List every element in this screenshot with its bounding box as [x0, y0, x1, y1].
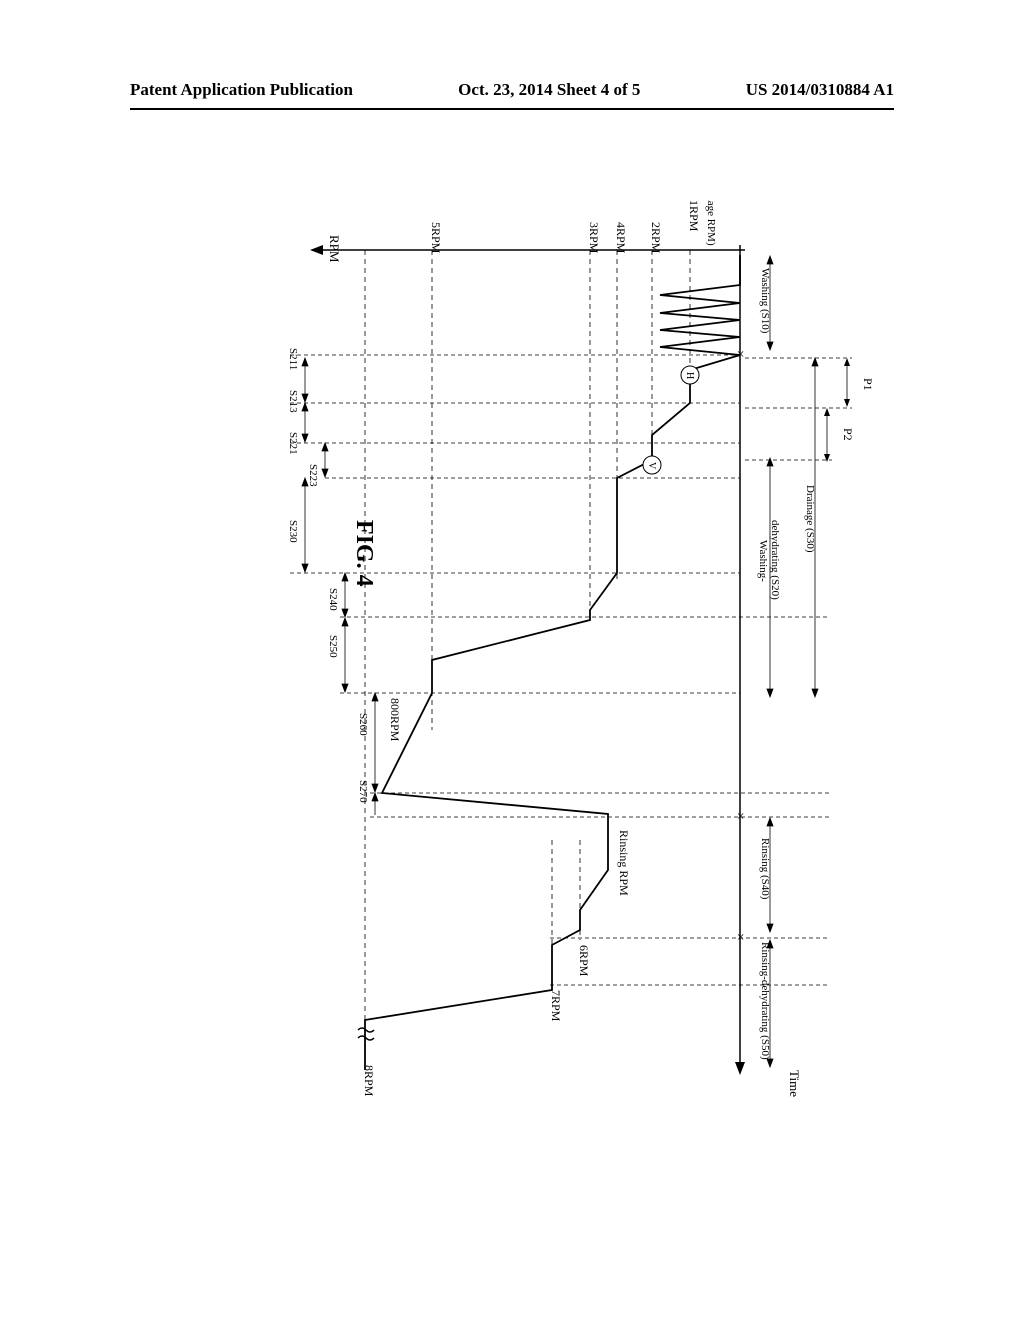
- tick-1rpm: 1RPM: [687, 200, 701, 232]
- phase-washing-dehy: Washing-: [757, 540, 769, 582]
- tick-6rpm: 6RPM: [577, 945, 591, 977]
- x-mark-3: ×: [732, 933, 747, 941]
- chart-svg: RPM Time 5RPM 3RPM 4RPM 2RPM 1RPM (Drain…: [130, 200, 894, 1120]
- x-mark-1: ×: [732, 350, 747, 358]
- label-800rpm: 800RPM: [388, 698, 402, 742]
- p-labels: P1 P2: [745, 358, 875, 462]
- tick-drainage-rpm: (Drainage RPM): [705, 200, 717, 246]
- step-s240: S240: [327, 588, 339, 611]
- phase-drainage: Drainage (S30): [804, 485, 816, 553]
- phase-labels: × × ×: [732, 256, 818, 1067]
- step-s211: S211: [287, 348, 299, 370]
- phase-rinsing: Rinsing (S40): [759, 838, 771, 900]
- step-dashes: [290, 355, 830, 985]
- tick-4rpm: 4RPM: [614, 222, 628, 254]
- step-s230: S230: [287, 520, 299, 543]
- phase-washing: Washing (S10): [759, 268, 771, 334]
- header-center: Oct. 23, 2014 Sheet 4 of 5: [458, 80, 640, 100]
- marker-v: V: [646, 462, 657, 470]
- break-mark: [358, 1028, 374, 1040]
- marker-h: H: [684, 372, 695, 379]
- rinsing-rpm-label: Rinsing RPM: [617, 830, 631, 896]
- header-right: US 2014/0310884 A1: [746, 80, 894, 100]
- tick-3rpm: 3RPM: [587, 222, 601, 254]
- tick-5rpm: 5RPM: [429, 222, 443, 254]
- time-axrow: [735, 1062, 745, 1075]
- rpm-arrow: [310, 245, 323, 255]
- step-arrows: [302, 358, 378, 815]
- phase-washing-dehy2: dehydrating (S20): [769, 520, 781, 600]
- step-s270: S270: [357, 780, 369, 803]
- x-mark-2: ×: [732, 812, 747, 820]
- step-s213: S213: [287, 390, 299, 413]
- step-s223: S223: [307, 464, 319, 487]
- header-left: Patent Application Publication: [130, 80, 353, 100]
- step-s250: S250: [327, 635, 339, 658]
- step-labels: S211 S213 S221 S223 S230 S240 S250 S260 …: [287, 348, 369, 803]
- tick-2rpm: 2RPM: [649, 222, 663, 254]
- rpm-label: RPM: [327, 235, 342, 263]
- step-s260: S260: [357, 713, 369, 736]
- tick-7rpm: 7RPM: [549, 990, 563, 1022]
- phase-rinsing-dehy: Rinsing-dehydrating (S50): [759, 942, 771, 1060]
- p1-label: P1: [861, 378, 875, 391]
- p2-label: P2: [841, 428, 855, 441]
- header-divider: [130, 108, 894, 110]
- time-label: Time: [787, 1070, 802, 1097]
- figure-container: FIG. 4 RPM Time: [130, 200, 894, 1120]
